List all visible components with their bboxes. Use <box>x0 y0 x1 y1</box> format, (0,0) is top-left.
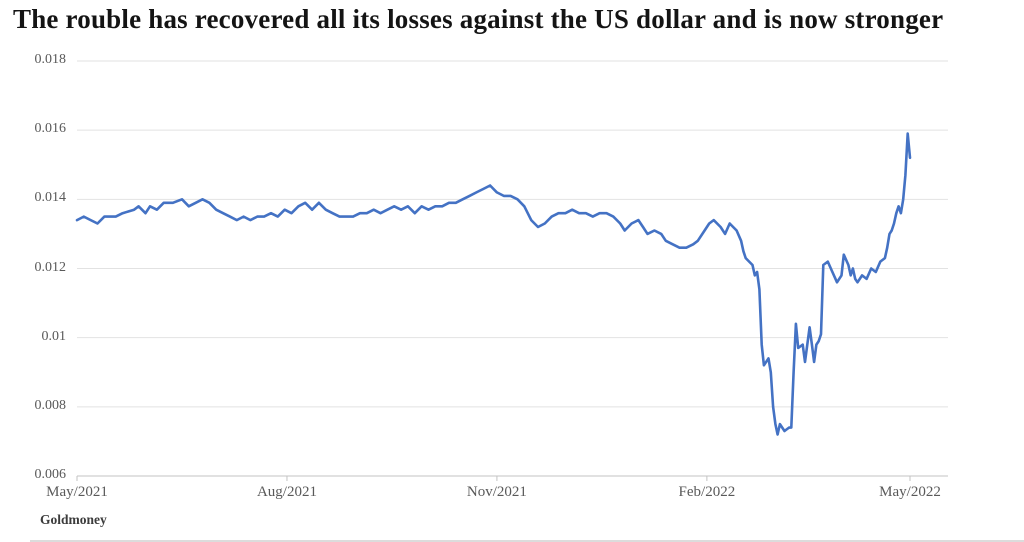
y-tick-label: 0.012 <box>34 259 67 275</box>
y-tick-label: 0.018 <box>34 52 67 67</box>
y-tick-label: 0.016 <box>34 121 67 137</box>
x-tick-label: Feb/2022 <box>678 484 736 500</box>
chart-title: The rouble has recovered all its losses … <box>13 4 944 34</box>
x-tick-label: Aug/2021 <box>256 484 317 500</box>
y-tick-label: 0.006 <box>34 467 67 482</box>
source-label: Goldmoney <box>40 512 107 527</box>
x-tick-label: May/2022 <box>879 484 941 500</box>
y-tick-label: 0.014 <box>34 190 67 206</box>
y-tick-label: 0.01 <box>41 328 67 344</box>
x-tick-label: May/2021 <box>46 484 108 500</box>
y-tick-label: 0.008 <box>34 397 67 413</box>
x-tick-label: Nov/2021 <box>466 484 527 500</box>
window-bottom-edge <box>30 540 1024 542</box>
